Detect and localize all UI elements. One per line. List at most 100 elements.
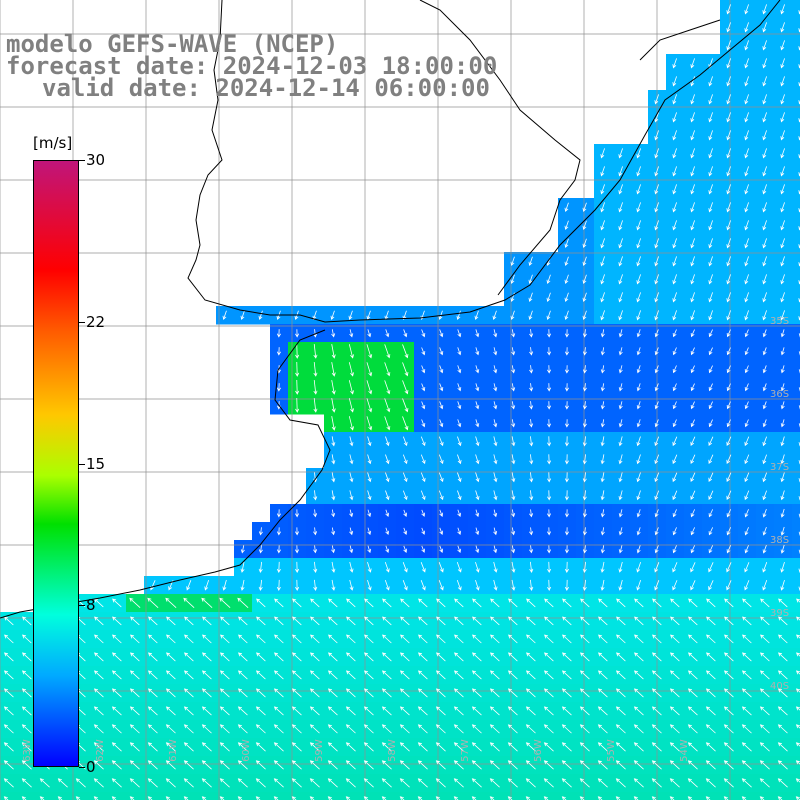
- wind-arrow: [726, 545, 732, 554]
- wind-arrow: [651, 742, 662, 752]
- wind-arrow: [762, 166, 767, 177]
- wind-arrow: [439, 365, 444, 374]
- wind-arrow: [349, 329, 354, 338]
- wind-arrow: [708, 454, 714, 465]
- wind-arrow: [291, 670, 302, 680]
- wind-arrow: [600, 166, 605, 177]
- wind-arrow: [690, 256, 695, 267]
- wind-arrow: [708, 220, 713, 231]
- wind-cell: [792, 144, 800, 163]
- wind-arrow: [471, 760, 482, 770]
- wind-arrow: [744, 76, 749, 87]
- wind-cell: [90, 792, 109, 800]
- wind-arrow: [672, 130, 677, 141]
- wind-arrow: [598, 616, 608, 626]
- colorbar-tick-label: 22: [86, 312, 106, 331]
- wind-arrow: [672, 545, 677, 554]
- wind-arrow: [726, 419, 731, 428]
- wind-arrow: [472, 634, 482, 644]
- wind-arrow: [759, 706, 770, 716]
- wind-arrow: [726, 310, 731, 321]
- wind-arrow: [669, 724, 680, 734]
- wind-arrow: [273, 742, 284, 752]
- wind-arrow: [403, 509, 408, 517]
- wind-arrow: [330, 310, 335, 321]
- wind-arrow: [726, 383, 731, 392]
- wind-arrow: [453, 688, 464, 698]
- wind-arrow: [543, 760, 554, 770]
- wind-arrow: [219, 597, 231, 608]
- wind-arrow: [493, 383, 498, 392]
- wind-arrow: [382, 634, 392, 644]
- wind-arrow: [439, 383, 444, 392]
- wind-arrow: [439, 329, 444, 338]
- wind-arrow: [636, 419, 641, 428]
- wind-cell: [324, 792, 343, 800]
- wind-arrow: [669, 670, 680, 680]
- wind-arrow: [165, 597, 177, 608]
- wind-arrow: [348, 362, 354, 377]
- wind-arrow: [633, 760, 644, 770]
- wind-arrow: [511, 365, 516, 374]
- wind-arrow: [561, 724, 572, 734]
- wind-arrow: [690, 292, 695, 303]
- wind-arrow: [400, 616, 410, 626]
- wind-arrow: [636, 454, 641, 465]
- wind-arrow: [672, 238, 677, 249]
- wind-arrow: [690, 365, 695, 374]
- wind-arrow: [219, 742, 230, 752]
- wind-cell: [792, 774, 800, 793]
- wind-arrow: [780, 22, 785, 33]
- wind-arrow: [726, 148, 731, 159]
- wind-arrow: [636, 329, 641, 338]
- wind-arrow: [508, 598, 518, 608]
- wind-arrow: [744, 329, 749, 338]
- wind-arrow: [511, 561, 516, 573]
- colorbar-tick-mark: [79, 463, 85, 465]
- wind-arrow: [634, 616, 644, 626]
- wind-arrow: [3, 778, 14, 788]
- wind-arrow: [742, 616, 752, 626]
- wind-arrow: [384, 362, 391, 377]
- wind-arrow: [511, 329, 516, 338]
- wind-arrow: [475, 490, 480, 501]
- longitude-label: 63W: [21, 739, 33, 762]
- wind-arrow: [744, 310, 749, 321]
- wind-arrow: [507, 796, 513, 800]
- wind-arrow: [706, 616, 716, 626]
- wind-arrow: [582, 472, 587, 483]
- wind-arrow: [327, 742, 338, 752]
- wind-arrow: [328, 598, 338, 608]
- wind-arrow: [510, 274, 515, 285]
- wind-arrow: [795, 724, 800, 729]
- wind-arrow: [564, 490, 569, 501]
- wind-arrow: [345, 760, 356, 770]
- wind-arrow: [529, 383, 534, 392]
- wind-cell: [792, 594, 800, 613]
- wind-arrow: [399, 652, 410, 662]
- wind-arrow: [439, 545, 444, 553]
- wind-cell: [54, 792, 73, 800]
- wind-arrow: [708, 580, 714, 591]
- wind-arrow: [237, 652, 248, 662]
- wind-arrow: [529, 490, 534, 501]
- wind-arrow: [636, 545, 641, 554]
- wind-arrow: [762, 22, 767, 33]
- wind-arrow: [345, 706, 356, 716]
- wind-arrow: [795, 796, 800, 800]
- wind-arrow: [529, 472, 534, 483]
- wind-arrow: [759, 760, 770, 770]
- wind-arrow: [511, 419, 516, 428]
- wind-arrow: [309, 724, 320, 734]
- wind-cell: [792, 36, 800, 55]
- wind-arrow: [457, 472, 462, 483]
- wind-arrow: [438, 472, 444, 483]
- wind-arrow: [129, 778, 140, 788]
- wind-arrow: [240, 561, 245, 573]
- wind-arrow: [309, 760, 320, 770]
- wind-arrow: [762, 94, 767, 105]
- wind-arrow: [309, 778, 320, 788]
- wind-arrow: [741, 670, 752, 680]
- wind-arrow: [633, 742, 644, 752]
- wind-arrow: [507, 778, 518, 788]
